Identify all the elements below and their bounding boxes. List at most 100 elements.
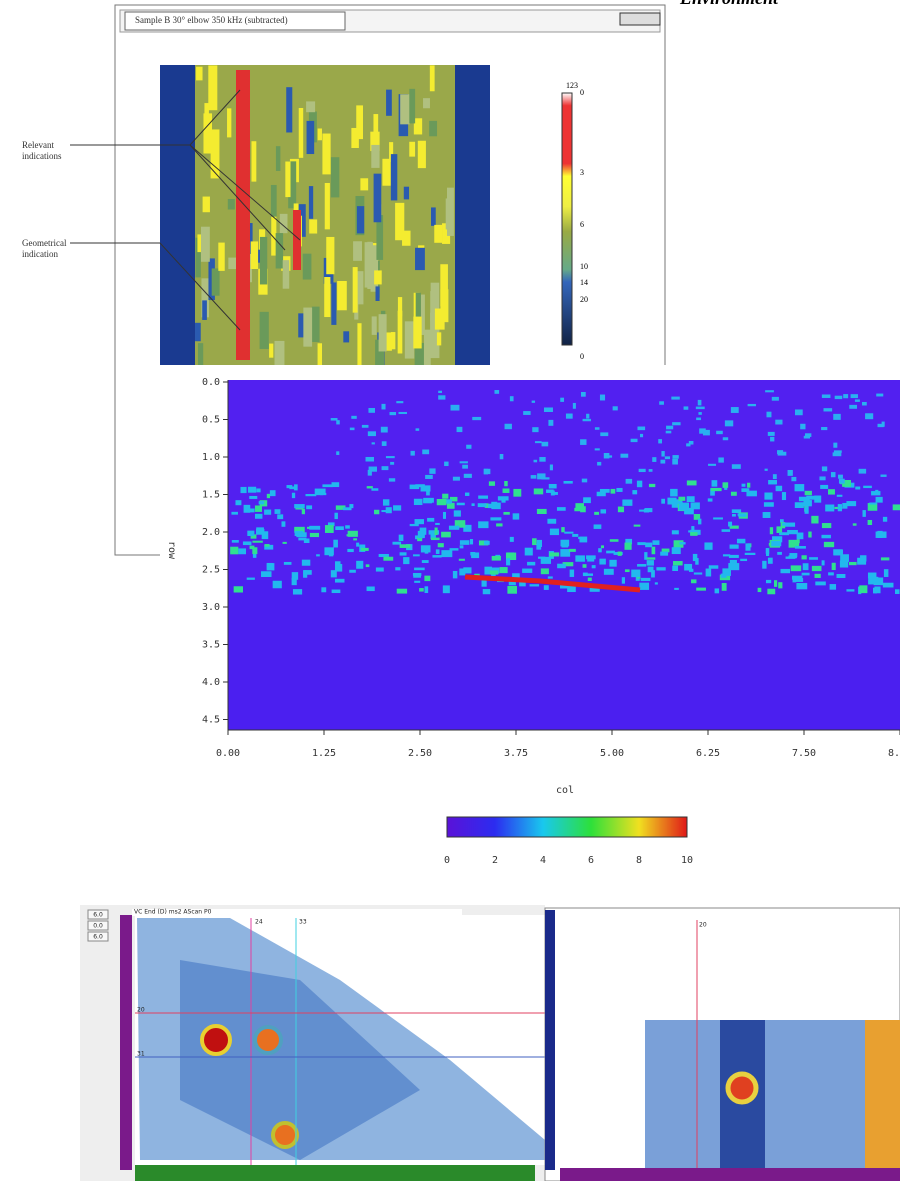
speckle [772,536,783,543]
speckle [254,505,262,512]
colorbar [561,92,573,346]
scan-streak [409,88,416,124]
scan-streak [414,342,425,384]
cursor-label: 20 [699,922,707,929]
speckle [767,431,775,436]
speckle [747,403,756,407]
speckle [796,532,804,540]
speckle [768,480,778,485]
scan-streak [282,260,290,289]
scan-streak [400,94,410,125]
speckle [688,530,692,533]
speckle [805,433,812,437]
speckle [769,527,774,535]
scan-streak [197,343,204,379]
speckle [874,586,881,594]
speckle [838,474,843,479]
speckle [459,461,468,464]
scan-streak [371,144,380,168]
window-buttons[interactable] [619,12,661,26]
scan-streak [429,120,438,137]
speckle [381,441,387,446]
scan-streak [357,323,362,370]
speckle [788,539,800,548]
speckle [390,461,395,465]
scan-streak [386,89,392,116]
speckle [741,488,750,492]
speckle [858,468,867,474]
speckle [636,576,641,579]
speckle [409,484,420,490]
speckle [541,441,549,447]
speckle [426,489,430,496]
speckle [881,421,885,427]
speckle [718,457,724,463]
speckle [587,557,595,562]
y-tick-label: 0.0 [202,377,220,388]
speckle [639,582,650,590]
scan-streak [275,233,284,269]
speckle [231,540,239,543]
speckle [639,433,644,438]
speckle [710,488,715,496]
speckle [651,570,655,578]
speckle [581,478,588,483]
speckle [616,487,623,492]
scan-streak [402,230,411,246]
speckle [693,572,703,575]
speckle [606,550,615,554]
speckle [494,390,500,394]
speckle [452,570,458,579]
speckle [862,510,866,517]
right-bottom-ruler [560,1168,900,1181]
speckle [586,413,590,419]
speckle [671,530,679,535]
speckle [632,490,638,495]
scan-streak [330,157,340,198]
speckle [661,451,665,457]
speckle [770,436,775,442]
indication [271,1121,299,1149]
speckle [368,466,377,472]
speckle [736,538,746,544]
speckle [667,497,677,505]
speckle [346,534,357,537]
speckle [349,569,356,573]
speckle [456,426,463,433]
speckle [849,404,858,409]
speckle [823,408,833,412]
speckle [522,568,533,573]
speckle [469,539,474,545]
speckle [610,488,616,494]
scan-streak [324,183,330,230]
speckle [435,549,440,554]
speckle [336,451,340,455]
speckle [722,554,731,557]
speckle [823,541,835,548]
speckle [420,485,431,492]
speckle [686,443,691,447]
speckle [543,585,549,590]
speckle [833,450,842,453]
speckle [869,502,877,505]
speckle [301,559,311,566]
indication [200,1024,232,1056]
speckle [250,534,257,539]
speckle [556,507,566,511]
speckle [599,558,606,565]
speckle [424,586,429,594]
scan-streak [308,186,314,219]
speckle [732,562,737,567]
speckle [371,488,379,491]
speckle [596,491,606,497]
speckle [821,394,831,398]
speckle [412,554,420,557]
speckle [811,565,822,572]
value-box [87,920,109,931]
speckle [499,567,508,574]
speckle [862,401,867,406]
speckle [730,491,737,496]
speckle [274,509,281,514]
speckle [842,502,848,509]
speckle [533,488,544,495]
